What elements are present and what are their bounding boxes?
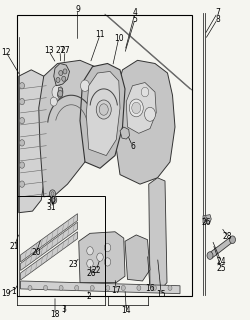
Polygon shape: [20, 222, 78, 270]
Circle shape: [204, 217, 207, 221]
Text: 13: 13: [44, 46, 54, 55]
Circle shape: [20, 99, 24, 105]
Text: 20: 20: [32, 248, 41, 257]
Circle shape: [20, 83, 24, 89]
Text: 5: 5: [132, 14, 138, 24]
Text: 9: 9: [75, 5, 80, 14]
Circle shape: [141, 87, 149, 97]
Circle shape: [99, 104, 108, 115]
Polygon shape: [20, 214, 78, 262]
Circle shape: [87, 247, 93, 255]
Text: 19: 19: [2, 289, 11, 298]
Circle shape: [52, 85, 63, 99]
Text: 15: 15: [156, 290, 166, 299]
Text: 27: 27: [60, 46, 70, 55]
Circle shape: [50, 97, 57, 106]
Text: 6: 6: [130, 141, 135, 150]
Text: 1: 1: [12, 287, 16, 296]
Text: 12: 12: [2, 48, 11, 57]
Polygon shape: [149, 178, 167, 291]
Circle shape: [90, 285, 94, 291]
Text: 18: 18: [50, 310, 60, 319]
Circle shape: [96, 100, 111, 119]
Circle shape: [51, 196, 57, 204]
Circle shape: [20, 162, 24, 168]
Circle shape: [80, 80, 90, 92]
Circle shape: [62, 76, 66, 81]
Circle shape: [104, 258, 111, 266]
Circle shape: [50, 190, 56, 197]
Polygon shape: [125, 235, 150, 281]
Text: 27: 27: [55, 46, 65, 55]
Circle shape: [104, 244, 111, 252]
Polygon shape: [203, 215, 211, 223]
Circle shape: [58, 91, 63, 97]
Text: 23: 23: [69, 260, 78, 268]
Text: 16: 16: [145, 284, 155, 293]
Circle shape: [59, 70, 63, 76]
Text: 2: 2: [86, 292, 91, 301]
Circle shape: [144, 107, 156, 121]
Circle shape: [137, 285, 141, 291]
Circle shape: [52, 198, 55, 202]
Polygon shape: [19, 70, 49, 213]
Circle shape: [20, 181, 24, 187]
Text: 7: 7: [215, 8, 220, 17]
Circle shape: [20, 140, 24, 146]
Polygon shape: [208, 236, 234, 258]
Circle shape: [87, 260, 93, 268]
Text: 10: 10: [114, 34, 124, 43]
Circle shape: [152, 285, 156, 291]
Circle shape: [28, 285, 32, 291]
Text: 30: 30: [46, 196, 56, 205]
Circle shape: [20, 117, 24, 124]
Polygon shape: [58, 87, 62, 99]
Text: 24: 24: [216, 257, 226, 267]
Circle shape: [129, 99, 143, 117]
Polygon shape: [20, 232, 78, 280]
Circle shape: [59, 285, 63, 291]
Polygon shape: [20, 281, 180, 294]
Text: 26: 26: [86, 269, 96, 278]
Circle shape: [106, 285, 110, 291]
Circle shape: [168, 285, 172, 291]
Text: 25: 25: [216, 264, 226, 273]
Circle shape: [89, 91, 96, 100]
Circle shape: [56, 77, 60, 83]
Text: 22: 22: [92, 266, 101, 275]
Text: 17: 17: [112, 286, 121, 295]
Circle shape: [63, 69, 67, 74]
Circle shape: [97, 253, 103, 261]
Circle shape: [207, 252, 213, 260]
Text: 4: 4: [132, 8, 138, 17]
Polygon shape: [39, 60, 105, 197]
Circle shape: [51, 192, 54, 196]
Polygon shape: [86, 71, 120, 156]
Polygon shape: [126, 83, 156, 133]
Text: 11: 11: [95, 30, 105, 39]
Circle shape: [75, 285, 79, 291]
Text: 26: 26: [202, 218, 211, 227]
Text: 14: 14: [122, 306, 131, 315]
Polygon shape: [80, 63, 125, 168]
Circle shape: [132, 102, 141, 114]
Text: 31: 31: [46, 204, 56, 212]
Text: 28: 28: [223, 232, 232, 241]
Polygon shape: [54, 63, 70, 86]
Polygon shape: [79, 232, 125, 283]
Text: 21: 21: [10, 242, 19, 251]
Text: 8: 8: [215, 14, 220, 24]
Circle shape: [230, 236, 235, 244]
Text: 3: 3: [61, 305, 66, 314]
Circle shape: [121, 285, 125, 291]
Polygon shape: [115, 60, 175, 184]
Polygon shape: [120, 127, 130, 139]
Circle shape: [44, 285, 48, 291]
